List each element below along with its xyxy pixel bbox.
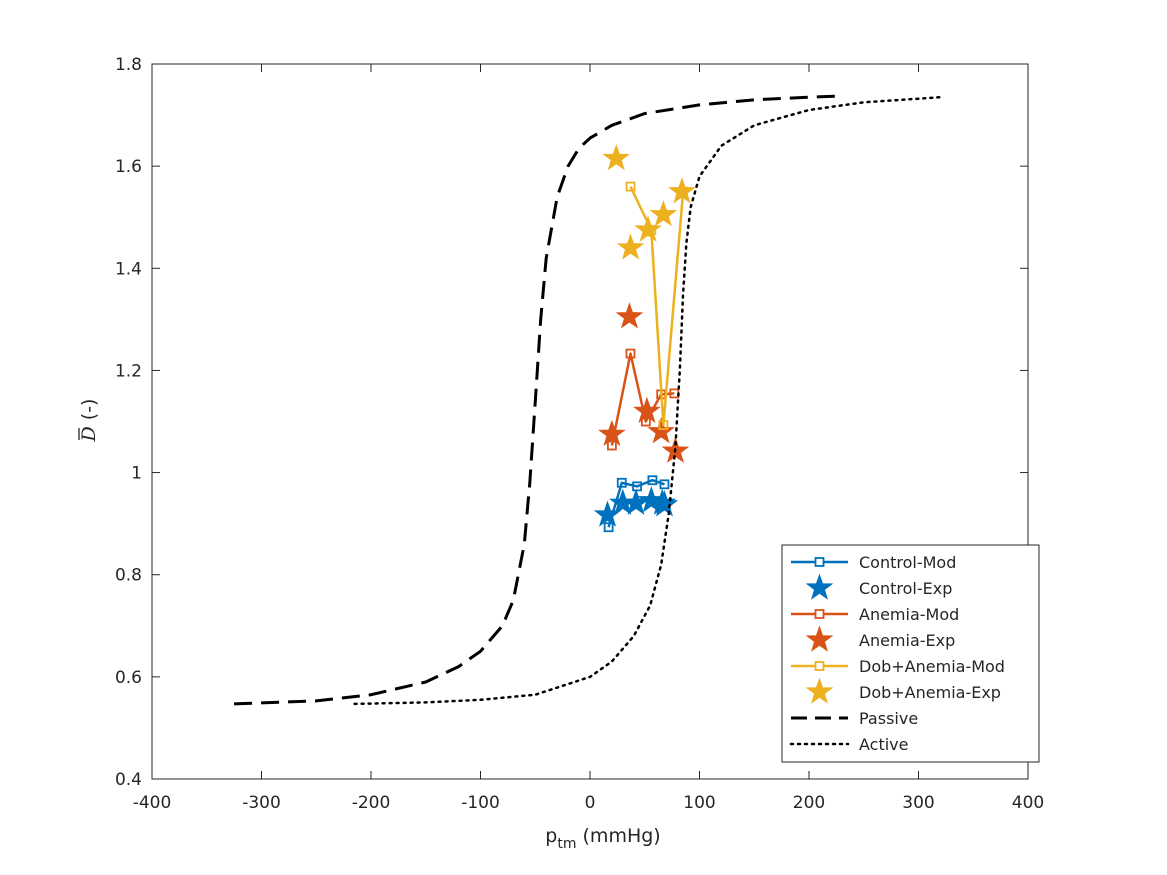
data-point-square bbox=[616, 477, 627, 488]
data-point-square bbox=[625, 348, 636, 359]
legend-label: Anemia-Mod bbox=[859, 605, 959, 624]
legend-marker-square bbox=[814, 557, 825, 567]
legend-marker-star bbox=[805, 625, 834, 652]
axes: -400 -300 -200 -100 0 100 200 300 400 0.4 0.6 0.8 1 1… bbox=[115, 55, 1044, 813]
legend-label: Control-Exp bbox=[859, 579, 952, 598]
series-anemia-exp bbox=[598, 302, 690, 463]
x-axis-label-main: p bbox=[545, 825, 557, 847]
data-point-star bbox=[616, 233, 645, 260]
legend: Control-Mod Control-Exp Anemia-Mod Anemia-E… bbox=[781, 544, 1040, 763]
data-point-star bbox=[634, 215, 662, 242]
data-point-square bbox=[603, 522, 614, 533]
data-point-square bbox=[625, 181, 636, 192]
legend-marker-star bbox=[805, 677, 834, 704]
y-tick-label: 0.8 bbox=[115, 566, 142, 586]
data-point-square bbox=[607, 440, 617, 451]
y-tick-label: 1.8 bbox=[115, 55, 142, 75]
legend-label: Control-Mod bbox=[859, 553, 956, 572]
series-control-exp bbox=[593, 486, 679, 527]
x-tick-label: -400 bbox=[133, 793, 172, 813]
legend-label: Anemia-Exp bbox=[859, 631, 955, 650]
legend-marker-star bbox=[805, 573, 834, 600]
data-point-star bbox=[615, 302, 644, 329]
data-point-star bbox=[633, 396, 661, 424]
data-point-star bbox=[649, 200, 678, 227]
series-line bbox=[629, 186, 685, 427]
x-tick-label: 200 bbox=[793, 793, 825, 813]
series-active bbox=[353, 95, 942, 706]
y-tick-label: 1.2 bbox=[115, 361, 142, 381]
svg-text:D (-): D (-) bbox=[78, 399, 100, 443]
y-tick-label: 1 bbox=[131, 464, 142, 484]
plot-area bbox=[234, 94, 942, 706]
x-tick-label: 0 bbox=[585, 793, 596, 813]
x-tick-label: 100 bbox=[683, 793, 715, 813]
x-tick-label: -200 bbox=[352, 793, 391, 813]
data-point-square bbox=[632, 481, 642, 492]
legend-entry-passive: Passive bbox=[791, 709, 918, 728]
series-control-mod bbox=[603, 475, 670, 533]
data-point-star bbox=[602, 143, 631, 171]
y-axis-label-unit: (-) bbox=[78, 399, 100, 427]
x-axis-label-unit: (mmHg) bbox=[576, 825, 660, 847]
y-tick-label: 1.6 bbox=[115, 157, 142, 177]
series-passive bbox=[234, 94, 837, 706]
x-tick-label: 300 bbox=[902, 793, 934, 813]
legend-entry-dob-anemia-mod: Dob+Anemia-Mod bbox=[791, 657, 1005, 676]
y-tick-label: 0.6 bbox=[115, 668, 142, 688]
x-axis-label: ptm (mmHg) bbox=[545, 825, 660, 852]
data-point-star bbox=[668, 177, 696, 204]
series-line bbox=[234, 94, 837, 706]
y-tick-label: 0.4 bbox=[115, 770, 142, 790]
data-point-square bbox=[647, 475, 658, 486]
legend-entry-anemia-mod: Anemia-Mod bbox=[791, 605, 959, 624]
legend-marker-square bbox=[814, 609, 825, 619]
data-point-square bbox=[659, 479, 670, 490]
data-point-star bbox=[647, 417, 675, 444]
x-tick-label: 400 bbox=[1012, 793, 1044, 813]
data-point-star bbox=[598, 419, 626, 447]
legend-label: Dob+Anemia-Mod bbox=[859, 657, 1005, 676]
y-axis-label: D (-) bbox=[78, 399, 100, 443]
legend-entry-anemia-exp: Anemia-Exp bbox=[805, 625, 955, 652]
y-tick-label: 1.4 bbox=[115, 259, 142, 279]
data-point-square bbox=[658, 420, 669, 430]
legend-entry-active: Active bbox=[789, 735, 909, 754]
legend-label: Active bbox=[859, 735, 909, 754]
legend-entry-control-mod: Control-Mod bbox=[791, 553, 956, 572]
legend-label: Dob+Anemia-Exp bbox=[859, 683, 1001, 702]
legend-marker-square bbox=[814, 661, 825, 671]
series-line bbox=[353, 95, 942, 706]
legend-label: Passive bbox=[859, 709, 918, 728]
series-dob-anemia-exp bbox=[602, 143, 696, 260]
legend-entry-dob-anemia-exp: Dob+Anemia-Exp bbox=[805, 677, 1001, 704]
data-point-star bbox=[650, 490, 679, 517]
x-tick-label: -100 bbox=[461, 793, 500, 813]
legend-box bbox=[781, 544, 1040, 763]
x-axis-label-sub: tm bbox=[557, 836, 576, 852]
y-axis-label-symbol: D bbox=[78, 426, 100, 442]
legend-entry-control-exp: Control-Exp bbox=[805, 573, 952, 600]
x-tick-label: -300 bbox=[242, 793, 281, 813]
